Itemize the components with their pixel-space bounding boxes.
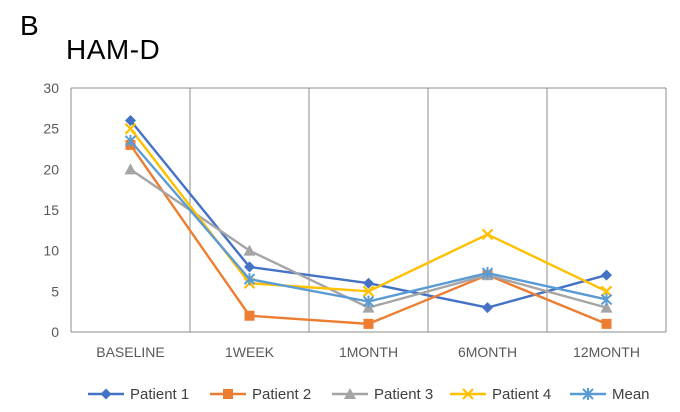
grid [70, 87, 667, 332]
square-marker-shape [223, 389, 233, 399]
legend-label: Patient 3 [374, 386, 433, 403]
data-point [362, 295, 375, 308]
panel-label: B [20, 10, 39, 41]
legend-marker [462, 388, 474, 400]
triangle-marker-shape [344, 388, 356, 399]
x-tick-label: 1MONTH [339, 344, 398, 360]
data-point [481, 228, 494, 241]
series-group [124, 115, 613, 329]
y-tick-label: 20 [43, 161, 59, 177]
triangle-marker-shape [243, 244, 256, 256]
legend-marker [100, 388, 112, 400]
diamond-marker-shape [601, 269, 612, 281]
x-tick-label: 1WEEK [225, 344, 275, 360]
data-point [124, 134, 137, 147]
y-tick-label: 15 [43, 202, 59, 218]
data-point [124, 122, 137, 135]
data-point [481, 267, 494, 280]
data-point [363, 318, 374, 329]
legend-item: Mean [570, 386, 650, 403]
legend-marker [582, 388, 594, 400]
diamond-marker-shape [482, 302, 493, 314]
data-point [244, 261, 255, 273]
legend-item: Patient 1 [88, 386, 189, 403]
y-tick-label: 25 [43, 121, 59, 137]
y-tick-label: 5 [51, 283, 59, 299]
square-marker-shape [244, 310, 255, 321]
data-point [362, 285, 375, 298]
square-marker-shape [363, 318, 374, 329]
series-mean [124, 134, 613, 308]
triangle-marker-shape [124, 163, 137, 175]
data-point [601, 318, 612, 329]
y-tick-label: 10 [43, 243, 59, 259]
diamond-marker-shape [125, 115, 136, 127]
x-marker-stroke [462, 388, 474, 400]
chart-title: HAM-D [66, 34, 161, 65]
legend-label: Patient 4 [492, 386, 551, 403]
legend-item: Patient 3 [332, 386, 433, 403]
data-point [125, 115, 136, 127]
data-point [600, 301, 613, 313]
y-tick-label: 30 [43, 80, 59, 96]
legend-label: Patient 1 [130, 386, 189, 403]
legend-label: Patient 2 [252, 386, 311, 403]
data-point [363, 277, 374, 289]
square-marker-shape [601, 318, 612, 329]
data-point [601, 269, 612, 281]
x-marker-stroke [362, 285, 375, 298]
data-point [243, 273, 256, 286]
data-point [243, 244, 256, 256]
data-point [600, 293, 613, 306]
legend: Patient 1 Patient 2 Patient 3 Patient 4 Mean [88, 386, 650, 403]
series-patient-1 [125, 115, 612, 314]
x-marker-stroke [124, 122, 137, 135]
series-patient-4 [124, 122, 613, 298]
diamond-marker-shape [363, 277, 374, 289]
x-tick-label: 6MONTH [458, 344, 517, 360]
data-point [600, 285, 613, 298]
legend-label: Mean [612, 386, 650, 403]
legend-item: Patient 2 [210, 386, 311, 403]
x-marker-stroke [600, 285, 613, 298]
x-tick-label: 12MONTH [573, 344, 640, 360]
data-point [124, 163, 137, 175]
legend-marker [223, 389, 233, 399]
x-marker-stroke [481, 228, 494, 241]
legend-marker [344, 388, 356, 399]
diamond-marker-shape [244, 261, 255, 273]
y-tick-label: 0 [51, 324, 59, 340]
data-point [244, 310, 255, 321]
axes: 0 5 10 15 20 25 30 BASELINE 1WEEK 1MONTH 6MONTH 12M… [43, 80, 666, 360]
diamond-marker-shape [100, 388, 112, 400]
triangle-marker-shape [600, 301, 613, 313]
data-point [482, 302, 493, 314]
x-tick-label: BASELINE [96, 344, 164, 360]
legend-item: Patient 4 [450, 386, 551, 403]
